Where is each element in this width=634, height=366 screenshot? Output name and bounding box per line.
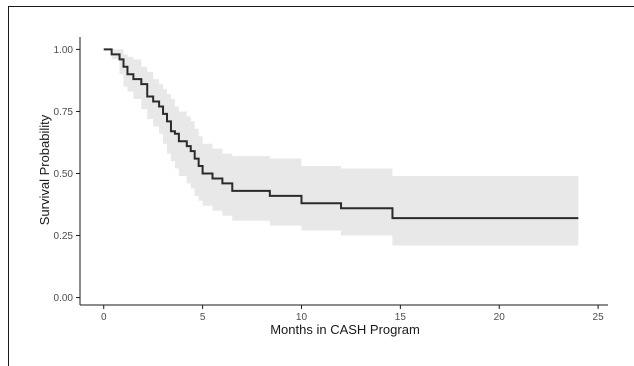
survival-curve (103, 48, 579, 220)
axes-layer (79, 37, 608, 306)
survival-line-layer (103, 48, 579, 220)
y-tick-label: 1.00 (54, 45, 74, 56)
x-tick-label: 15 (395, 312, 407, 323)
frame-top-border (8, 6, 634, 7)
x-tick-label: 25 (593, 312, 605, 323)
ticks-layer: 0 5 10 15 20 25 0.00 0.25 0.50 0.75 1.00 (54, 45, 605, 323)
x-tick-label: 0 (101, 312, 107, 323)
y-axis-title: Survival Probability (37, 114, 52, 225)
x-tick-label: 10 (296, 312, 308, 323)
frame-left-border (8, 6, 9, 366)
confidence-band (103, 49, 579, 246)
x-tick-label: 20 (494, 312, 506, 323)
x-axis-title: Months in CASH Program (270, 322, 420, 337)
y-tick-label: 0.75 (54, 107, 74, 118)
x-tick-label: 5 (200, 312, 206, 323)
y-tick-label: 0.25 (54, 231, 74, 242)
confidence-band-layer (103, 49, 579, 246)
y-tick-label: 0.50 (54, 169, 74, 180)
y-tick-label: 0.00 (54, 293, 74, 304)
